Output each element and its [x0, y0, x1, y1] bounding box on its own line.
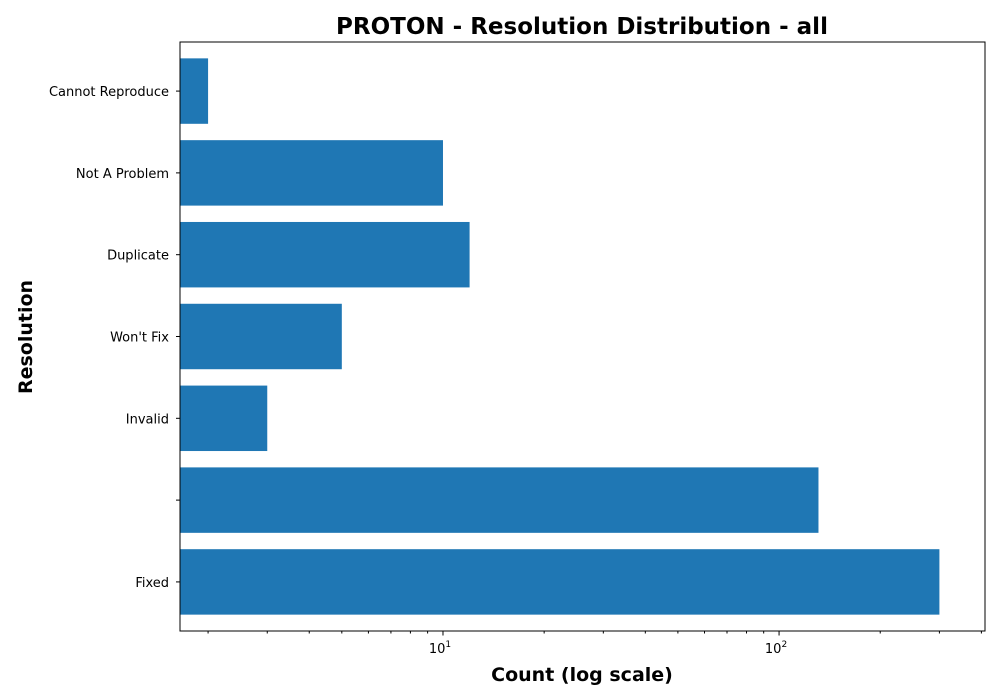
bars-group — [180, 58, 940, 615]
y-tick-label-invalid: Invalid — [126, 412, 169, 427]
y-tick-label-not-a-problem: Not A Problem — [76, 167, 169, 182]
x-ticks-group: 101 102 — [207, 631, 982, 657]
bar-won-t-fix — [180, 303, 342, 370]
y-tick-label-won-t-fix: Won't Fix — [110, 331, 169, 346]
bar-cannot-reproduce — [180, 58, 209, 124]
y-ticks-group: Fixed Invalid Won't Fix Duplicate Not A Prob… — [49, 85, 180, 591]
plot-frame — [179, 41, 986, 632]
x-tick-label-exponent: 2 — [781, 640, 787, 650]
x-tick-label: 101 — [429, 640, 451, 657]
chart-title: PROTON - Resolution Distribution - all — [336, 14, 828, 40]
bar-duplicate — [180, 221, 470, 288]
y-tick-label-cannot-reproduce: Cannot Reproduce — [49, 85, 169, 100]
x-axis-label: Count (log scale) — [491, 664, 673, 686]
y-tick-label-fixed: Fixed — [135, 576, 169, 591]
y-axis-label: Resolution — [15, 280, 37, 394]
x-tick-label-base: 10 — [765, 642, 782, 657]
y-tick-label-duplicate: Duplicate — [107, 249, 169, 264]
x-tick-label-base: 10 — [429, 642, 446, 657]
bar-fixed — [180, 549, 940, 615]
x-tick-label-exponent: 1 — [445, 640, 451, 650]
x-tick-label: 102 — [765, 640, 787, 657]
bar-not-a-problem — [180, 140, 443, 206]
bar-invalid — [180, 385, 268, 452]
bar-blank — [180, 467, 819, 533]
